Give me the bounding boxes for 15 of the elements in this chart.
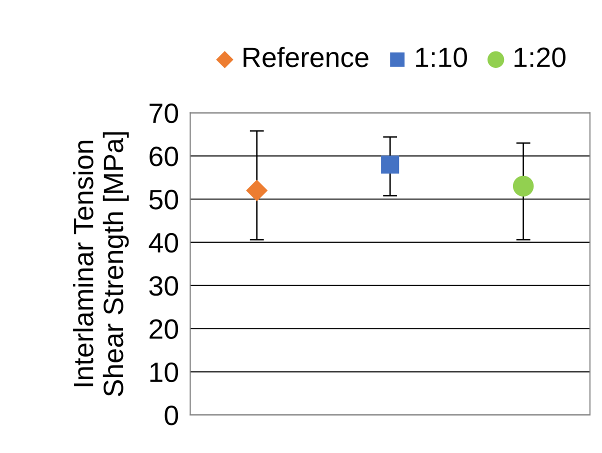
y-tick-label: 50 (149, 190, 178, 210)
y-tick-label: 60 (150, 146, 178, 166)
y-tick-label: 20 (150, 319, 178, 339)
y-tick-label: 40 (148, 232, 178, 253)
y-tick-label: 10 (150, 362, 178, 382)
legend-label: 1:20 (514, 48, 566, 68)
y-tick-label: 0 (164, 406, 178, 426)
point (512, 176, 534, 197)
y-axis-title: Interlaminar Tension Shear Strength [MPa] (72, 132, 129, 396)
legend-label: Reference (244, 46, 368, 68)
y-tick-label: 30 (149, 276, 178, 296)
point (246, 180, 268, 202)
y-tick-label: 70 (150, 103, 178, 124)
point (381, 156, 400, 174)
legend-label: 1:10 (416, 48, 467, 68)
